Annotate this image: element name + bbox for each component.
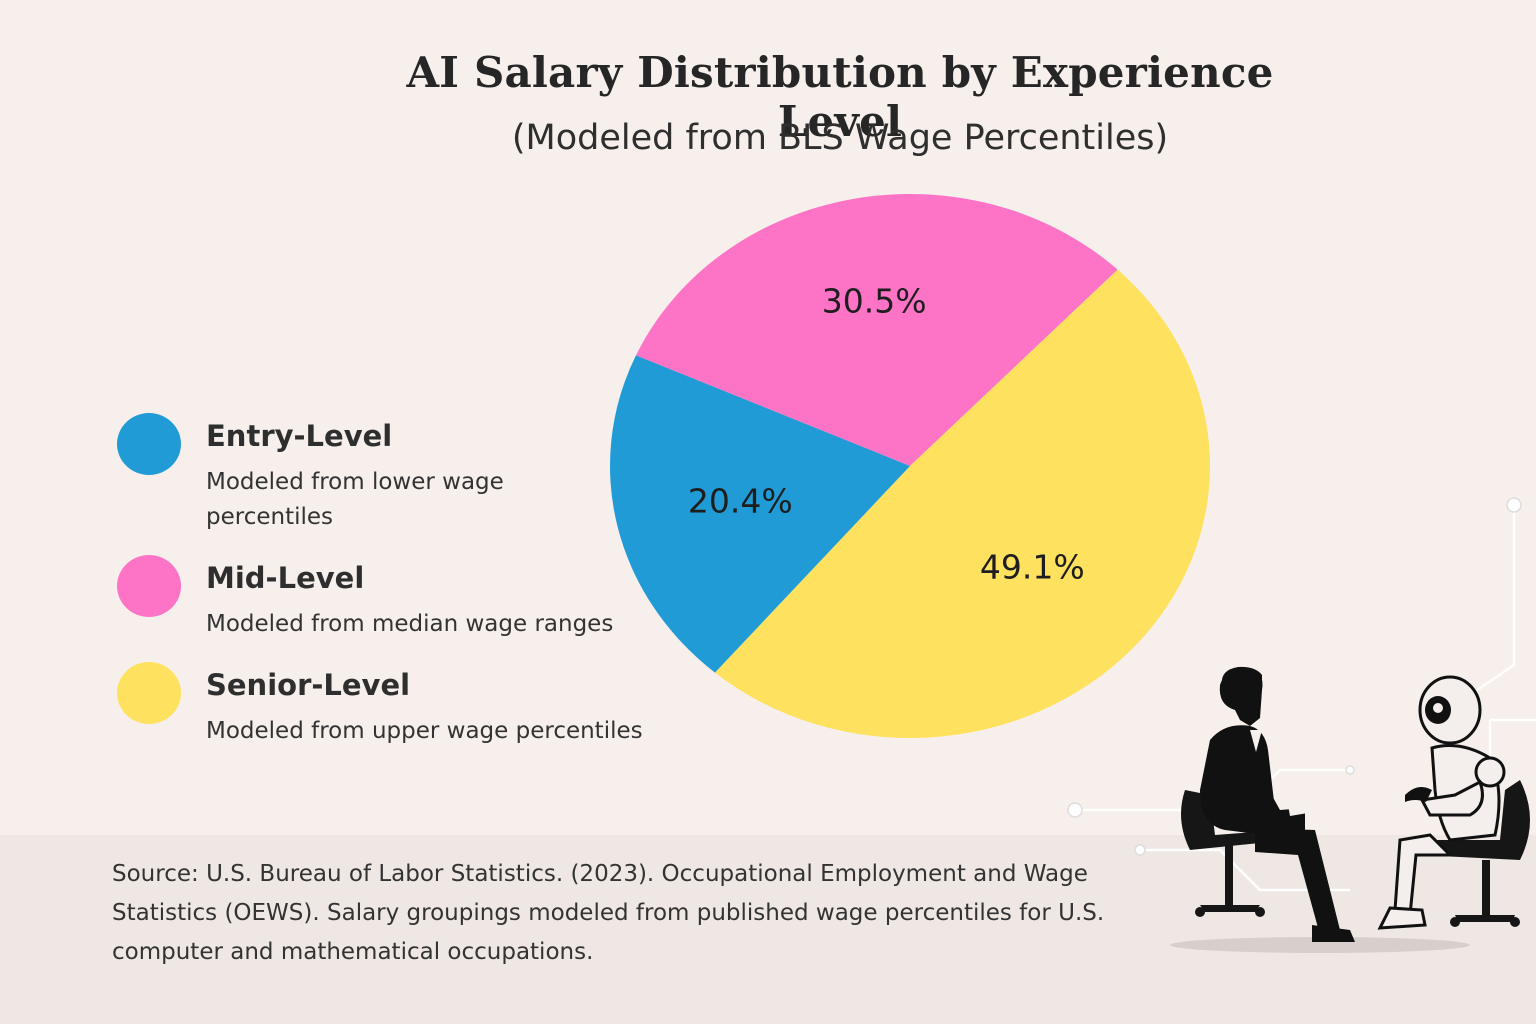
chart-title: AI Salary Distribution by Experience Lev… bbox=[406, 48, 1274, 146]
pie-chart: 30.5% 49.1% 20.4% bbox=[610, 194, 1211, 739]
source-note: Source: U.S. Bureau of Labor Statistics.… bbox=[112, 855, 1172, 972]
source-footer bbox=[0, 835, 1536, 1024]
legend-label-entry-level: Entry-Level bbox=[206, 419, 393, 453]
legend-description-mid-level: Modeled from median wage ranges bbox=[206, 611, 614, 637]
legend-label-mid-level: Mid-Level bbox=[206, 561, 365, 595]
pie-label-mid-level: 30.5% bbox=[822, 282, 927, 321]
pie-slice-entry-level bbox=[610, 355, 910, 673]
source-label: Source: bbox=[112, 861, 199, 887]
legend-swatch-senior-level bbox=[117, 662, 181, 724]
legend-swatch-mid-level bbox=[117, 555, 181, 617]
chart-subtitle: (Modeled from BLS Wage Percentiles) bbox=[511, 118, 1169, 158]
legend-description-senior-level: Modeled from upper wage percentiles bbox=[206, 718, 643, 744]
pie-label-senior-level: 49.1% bbox=[980, 548, 1085, 587]
legend-description-entry-level: Modeled from lower wage percentiles bbox=[206, 469, 504, 530]
person-and-robot-conversation-icon bbox=[1067, 497, 1536, 953]
legend-label-senior-level: Senior-Level bbox=[206, 668, 411, 702]
pie-slice-senior-level bbox=[714, 269, 1211, 739]
legend-swatch-entry-level bbox=[117, 413, 181, 475]
source-text: U.S. Bureau of Labor Statistics. (2023).… bbox=[112, 861, 1105, 965]
pie-label-entry-level: 20.4% bbox=[688, 482, 793, 521]
pie-slice-mid-level bbox=[635, 194, 1118, 467]
